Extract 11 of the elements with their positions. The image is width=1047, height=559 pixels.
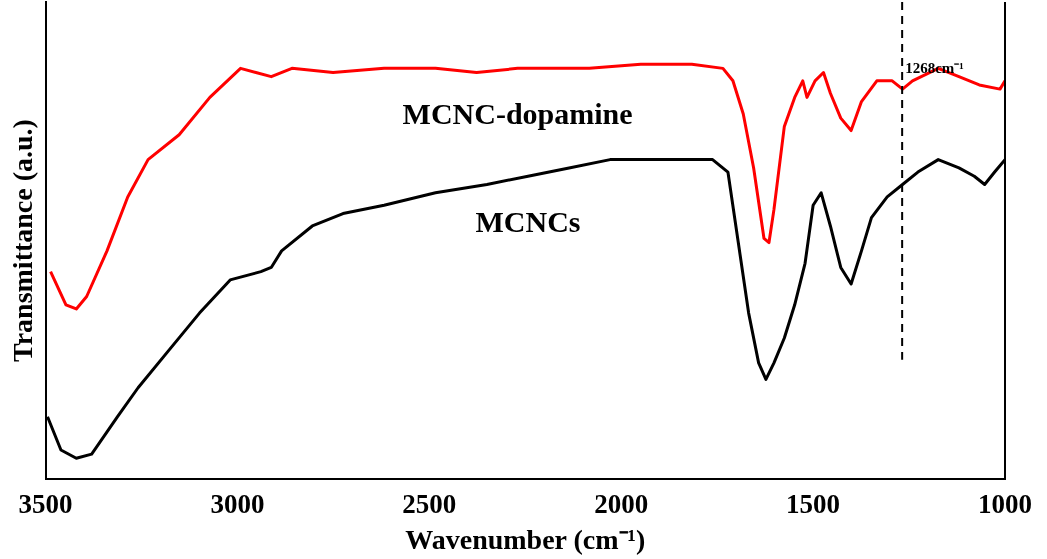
- x-tick-label: 1000: [978, 489, 1032, 520]
- ref-line-label: 1268cm⁻¹: [905, 59, 964, 76]
- x-tick-label: 1500: [786, 489, 841, 520]
- x-axis-title: Wavenumber (cm⁻¹): [405, 524, 646, 556]
- x-tick-label: 2000: [594, 489, 649, 520]
- series-label: MCNC-dopamine: [402, 97, 633, 131]
- x-tick-label: 3000: [210, 489, 265, 520]
- x-tick-label: 2500: [402, 489, 457, 520]
- y-axis-title: Transmittance (a.u.): [7, 119, 39, 362]
- x-tick-label: 3500: [18, 489, 73, 520]
- series-label: MCNCs: [475, 204, 581, 238]
